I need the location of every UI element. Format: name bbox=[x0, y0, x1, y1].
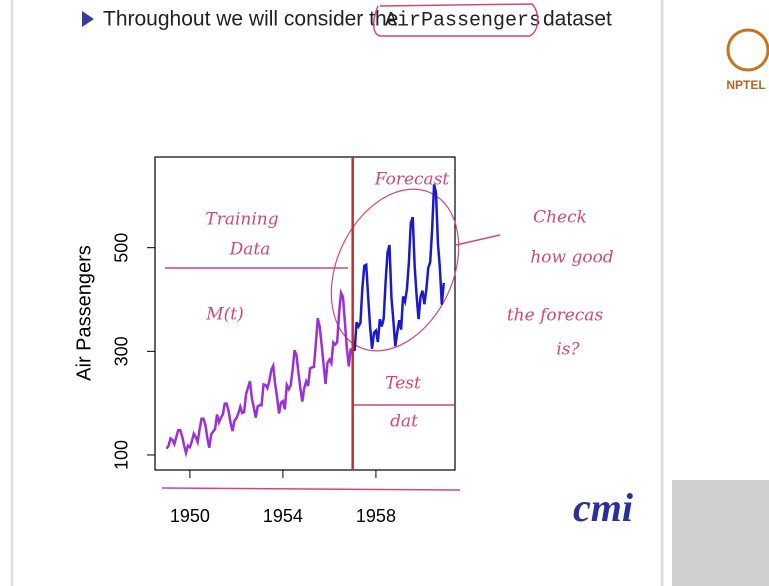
annotation: how good bbox=[530, 248, 613, 268]
x-tick-label: 1954 bbox=[263, 506, 303, 526]
annotation: Test bbox=[385, 374, 421, 394]
bullet-text: Throughout we will consider the bbox=[103, 8, 398, 31]
y-tick-label: 100 bbox=[112, 440, 132, 470]
y-axis-label: Air Passengers bbox=[73, 245, 95, 381]
annotation: is? bbox=[556, 340, 580, 360]
y-tick-label: 500 bbox=[112, 233, 132, 263]
x-tick-label: 1950 bbox=[170, 506, 210, 526]
slide: Throughout we will consider the AirPasse… bbox=[0, 0, 769, 586]
cmi-logo: cmi bbox=[573, 485, 633, 530]
x-tick-label: 1958 bbox=[356, 506, 396, 526]
annotation: Data bbox=[229, 240, 271, 260]
bullet-end: dataset bbox=[543, 8, 612, 31]
annotation: dat bbox=[390, 412, 418, 432]
code-text: AirPassengers bbox=[385, 9, 541, 32]
annotation: Training bbox=[205, 210, 278, 230]
y-tick-label: 300 bbox=[112, 336, 132, 366]
annotation: Check bbox=[533, 208, 587, 228]
annotation: M(t) bbox=[205, 305, 244, 325]
speaker-video bbox=[672, 480, 769, 586]
nptel-text: NPTEL bbox=[726, 78, 765, 92]
annotation: the forecas bbox=[507, 306, 604, 326]
annotation: Forecast bbox=[374, 170, 450, 190]
